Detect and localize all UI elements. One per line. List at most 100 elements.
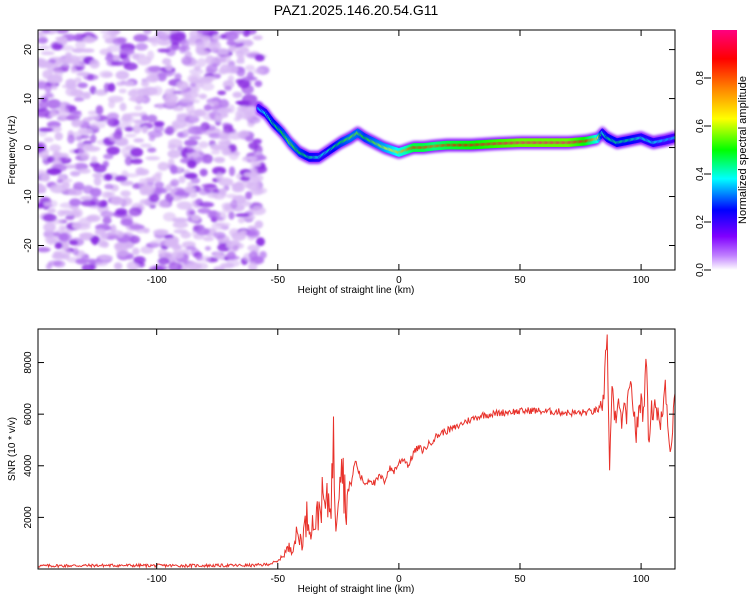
noise-blob — [116, 81, 125, 87]
noise-blob — [231, 183, 240, 188]
noise-blob — [232, 151, 241, 156]
noise-blob — [187, 125, 203, 135]
noise-blob — [247, 244, 260, 252]
noise-blob — [157, 48, 171, 53]
noise-blob — [157, 103, 164, 110]
noise-blob — [50, 84, 58, 91]
noise-blob — [124, 133, 137, 138]
noise-blob — [71, 119, 84, 125]
noise-blob — [180, 231, 192, 239]
noise-blob — [232, 91, 243, 99]
noise-blob — [135, 167, 146, 176]
noise-blob — [89, 134, 97, 144]
noise-blob — [201, 183, 217, 188]
noise-blob — [96, 200, 108, 208]
colorbar-tick-label: 0.6 — [695, 119, 706, 133]
noise-blob — [93, 176, 102, 186]
y-tick-label: 4000 — [23, 454, 34, 477]
noise-blob — [132, 124, 142, 134]
noise-blob — [191, 99, 201, 104]
noise-blob — [145, 156, 161, 161]
noise-blob — [54, 132, 64, 141]
noise-blob — [118, 88, 127, 94]
noise-blob — [86, 73, 94, 81]
noise-blob — [212, 34, 222, 40]
noise-blob — [236, 66, 246, 77]
noise-blob — [153, 121, 165, 127]
noise-blob — [136, 55, 152, 66]
colorbar-tick-label: 0.8 — [695, 71, 706, 85]
noise-blob — [168, 262, 183, 270]
noise-blob — [150, 38, 159, 47]
noise-blob — [140, 80, 150, 87]
noise-blob — [106, 52, 113, 59]
noise-blob — [253, 68, 265, 75]
noise-blob — [124, 126, 134, 132]
noise-blob — [119, 48, 135, 55]
noise-blob — [114, 175, 128, 182]
noise-blob — [225, 65, 239, 74]
noise-blob — [133, 119, 144, 125]
noise-blob — [198, 201, 215, 208]
noise-blob — [76, 135, 83, 141]
noise-blob — [89, 85, 97, 95]
noise-blob — [226, 131, 243, 140]
noise-blob — [102, 216, 112, 225]
noise-blob — [47, 200, 58, 208]
noise-blob — [167, 149, 181, 159]
noise-blob — [153, 124, 164, 133]
noise-blob — [75, 40, 86, 50]
noise-blob — [226, 251, 236, 261]
x-tick-label: 100 — [633, 275, 650, 286]
noise-blob — [157, 199, 171, 208]
noise-blob — [162, 58, 172, 66]
noise-blob — [65, 214, 75, 221]
noise-blob — [165, 63, 173, 72]
noise-blob — [189, 82, 197, 88]
noise-blob — [205, 64, 218, 74]
noise-blob — [78, 91, 86, 97]
x-tick-label: 50 — [514, 275, 526, 286]
noise-blob — [190, 86, 201, 94]
snr-panel: -100 -50 0 50 100 2000 4000 6000 8000 Height of… — [7, 328, 676, 595]
noise-blob — [112, 37, 126, 46]
noise-blob — [94, 228, 107, 235]
noise-blob — [147, 50, 155, 61]
noise-blob — [250, 162, 262, 167]
noise-blob — [129, 95, 146, 103]
noise-blob — [170, 251, 185, 259]
noise-blob — [100, 210, 114, 218]
noise-blob — [42, 30, 51, 35]
noise-blob — [165, 125, 175, 136]
noise-blob — [143, 30, 152, 35]
noise-blob — [123, 173, 140, 178]
spectrogram-y-ticks: -20 -10 0 10 20 — [23, 44, 675, 253]
snr-frame — [37, 328, 676, 570]
noise-blob — [133, 256, 146, 264]
noise-blob — [63, 164, 77, 169]
noise-blob — [248, 142, 259, 150]
snr-y-ticks: 2000 4000 6000 8000 — [23, 351, 675, 529]
noise-blob — [78, 148, 88, 156]
noise-blob — [133, 138, 145, 143]
spectrogram-y-label: Frequency (Hz) — [7, 116, 18, 185]
noise-blob — [72, 247, 79, 256]
noise-blob — [226, 193, 237, 199]
noise-blob — [73, 61, 81, 68]
y-tick-label: 20 — [23, 44, 34, 56]
noise-blob — [222, 125, 234, 134]
noise-blob — [78, 232, 94, 239]
noise-blob — [238, 200, 252, 207]
noise-blob — [90, 155, 98, 164]
noise-blob — [124, 156, 133, 166]
noise-blob — [245, 230, 257, 237]
x-tick-label: -100 — [147, 574, 167, 585]
colorbar-tick-label: 0.0 — [695, 263, 706, 277]
noise-blob — [196, 30, 210, 35]
noise-blob — [94, 89, 108, 96]
noise-blob — [170, 188, 178, 198]
noise-blob — [120, 115, 135, 124]
x-tick-label: 100 — [633, 574, 650, 585]
noise-blob — [59, 248, 73, 256]
